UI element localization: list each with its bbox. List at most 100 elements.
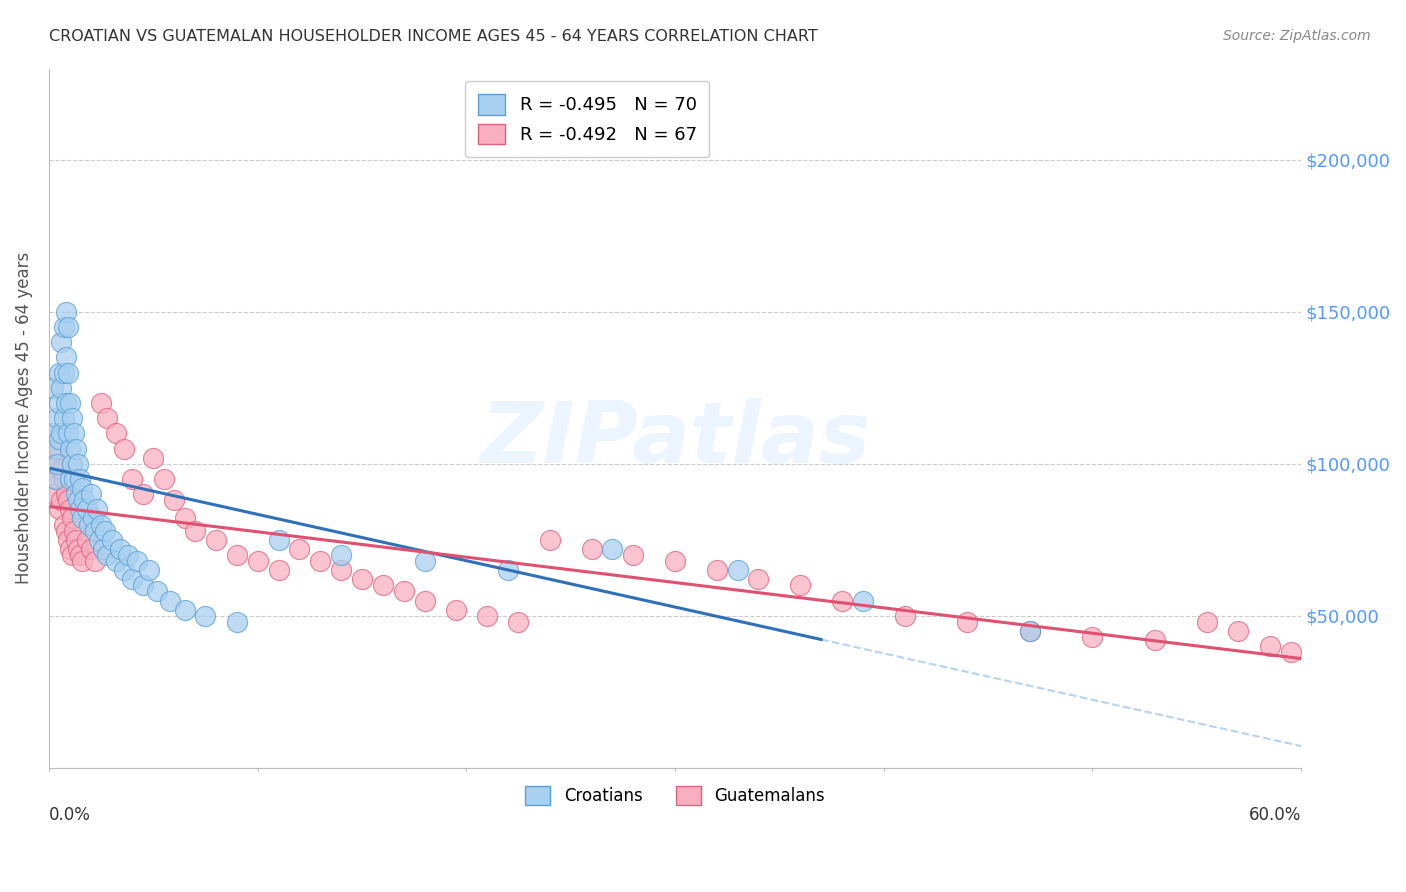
Point bbox=[225, 548, 247, 562]
Point bbox=[46, 457, 69, 471]
Point bbox=[508, 615, 530, 629]
Y-axis label: Householder Income Ages 45 - 64 years: Householder Income Ages 45 - 64 years bbox=[15, 252, 32, 584]
Text: ZIPatlas: ZIPatlas bbox=[479, 398, 870, 481]
Point bbox=[538, 533, 561, 547]
Point bbox=[413, 593, 436, 607]
Point bbox=[52, 319, 75, 334]
Point bbox=[444, 602, 467, 616]
Point bbox=[184, 524, 207, 538]
Point bbox=[173, 602, 195, 616]
Point bbox=[350, 572, 373, 586]
Point bbox=[121, 472, 143, 486]
Point bbox=[1227, 624, 1250, 638]
Point bbox=[60, 457, 83, 471]
Point bbox=[727, 563, 749, 577]
Point bbox=[392, 584, 415, 599]
Point bbox=[48, 396, 70, 410]
Point bbox=[76, 533, 98, 547]
Point bbox=[205, 533, 228, 547]
Point bbox=[125, 554, 148, 568]
Point bbox=[581, 541, 603, 556]
Point bbox=[1018, 624, 1040, 638]
Point bbox=[56, 319, 79, 334]
Point bbox=[371, 578, 394, 592]
Point bbox=[1258, 639, 1281, 653]
Point bbox=[42, 457, 65, 471]
Point bbox=[56, 366, 79, 380]
Point bbox=[90, 396, 112, 410]
Point bbox=[1197, 615, 1219, 629]
Point bbox=[60, 548, 83, 562]
Point bbox=[52, 411, 75, 425]
Point bbox=[44, 487, 66, 501]
Point bbox=[330, 548, 353, 562]
Point bbox=[46, 411, 69, 425]
Point bbox=[852, 593, 875, 607]
Point bbox=[72, 511, 94, 525]
Point bbox=[59, 541, 82, 556]
Point bbox=[1018, 624, 1040, 638]
Point bbox=[496, 563, 519, 577]
Point bbox=[56, 493, 79, 508]
Point bbox=[48, 366, 70, 380]
Point bbox=[59, 502, 82, 516]
Point bbox=[112, 563, 135, 577]
Point bbox=[51, 426, 73, 441]
Point bbox=[267, 533, 290, 547]
Point bbox=[94, 524, 117, 538]
Point bbox=[44, 442, 66, 456]
Point bbox=[159, 593, 181, 607]
Point bbox=[138, 563, 160, 577]
Point bbox=[90, 517, 112, 532]
Point bbox=[309, 554, 332, 568]
Point bbox=[246, 554, 269, 568]
Point bbox=[42, 381, 65, 395]
Point bbox=[39, 426, 62, 441]
Point bbox=[100, 533, 122, 547]
Point bbox=[72, 481, 94, 495]
Point bbox=[132, 578, 155, 592]
Point bbox=[108, 541, 131, 556]
Point bbox=[51, 335, 73, 350]
Point bbox=[789, 578, 811, 592]
Text: Source: ZipAtlas.com: Source: ZipAtlas.com bbox=[1223, 29, 1371, 43]
Point bbox=[55, 304, 77, 318]
Point bbox=[51, 463, 73, 477]
Point bbox=[83, 554, 105, 568]
Point bbox=[621, 548, 644, 562]
Point bbox=[288, 541, 311, 556]
Point bbox=[96, 548, 118, 562]
Point bbox=[91, 541, 114, 556]
Point bbox=[82, 511, 104, 525]
Point bbox=[48, 433, 70, 447]
Point bbox=[80, 487, 103, 501]
Point bbox=[80, 541, 103, 556]
Point bbox=[706, 563, 728, 577]
Point bbox=[602, 541, 624, 556]
Point bbox=[44, 472, 66, 486]
Point bbox=[77, 517, 100, 532]
Point bbox=[65, 442, 87, 456]
Point bbox=[194, 608, 217, 623]
Point bbox=[52, 517, 75, 532]
Point bbox=[51, 381, 73, 395]
Point bbox=[63, 426, 86, 441]
Point bbox=[51, 493, 73, 508]
Point bbox=[55, 351, 77, 365]
Point bbox=[142, 450, 165, 465]
Point bbox=[956, 615, 979, 629]
Point bbox=[55, 524, 77, 538]
Point bbox=[477, 608, 499, 623]
Point bbox=[132, 487, 155, 501]
Point bbox=[87, 533, 110, 547]
Point bbox=[55, 487, 77, 501]
Point bbox=[267, 563, 290, 577]
Point bbox=[121, 572, 143, 586]
Point bbox=[96, 411, 118, 425]
Point bbox=[117, 548, 139, 562]
Point bbox=[76, 502, 98, 516]
Point bbox=[225, 615, 247, 629]
Point bbox=[146, 584, 169, 599]
Point bbox=[1081, 630, 1104, 644]
Point bbox=[63, 524, 86, 538]
